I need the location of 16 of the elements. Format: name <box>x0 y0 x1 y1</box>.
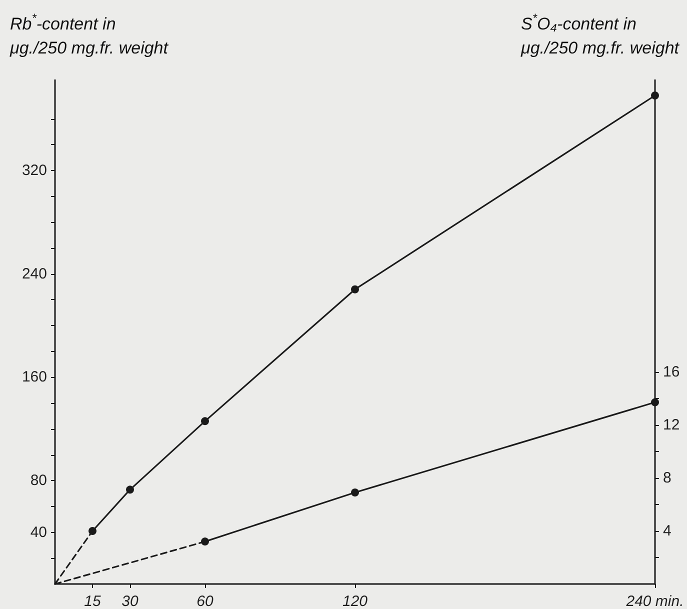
y-axis-title: Rb*-content in μg./250 mg.fr. weight <box>9 11 170 58</box>
y2-axis-title: S*O₄-content in μg./250 mg.fr. weight <box>520 11 680 58</box>
y2-tick-label: 16 <box>663 363 680 380</box>
x-tick-label: 120 <box>342 593 368 609</box>
x-tick-label: 15 <box>84 593 102 609</box>
y-tick-label: 320 <box>22 162 47 179</box>
y-tick-label: 240 <box>22 265 47 282</box>
x-tick-label: 60 <box>196 593 214 609</box>
y2-tick-label: 8 <box>663 469 672 486</box>
y2-tick-label: 4 <box>663 522 672 540</box>
y-tick-label: 160 <box>22 368 47 386</box>
x-tick-label: 240 min. <box>625 593 684 609</box>
y-tick-label: 80 <box>30 472 47 490</box>
x-tick-label: 30 <box>122 593 139 609</box>
y-tick-label: 40 <box>30 524 47 541</box>
y2-tick-label: 12 <box>663 416 680 434</box>
